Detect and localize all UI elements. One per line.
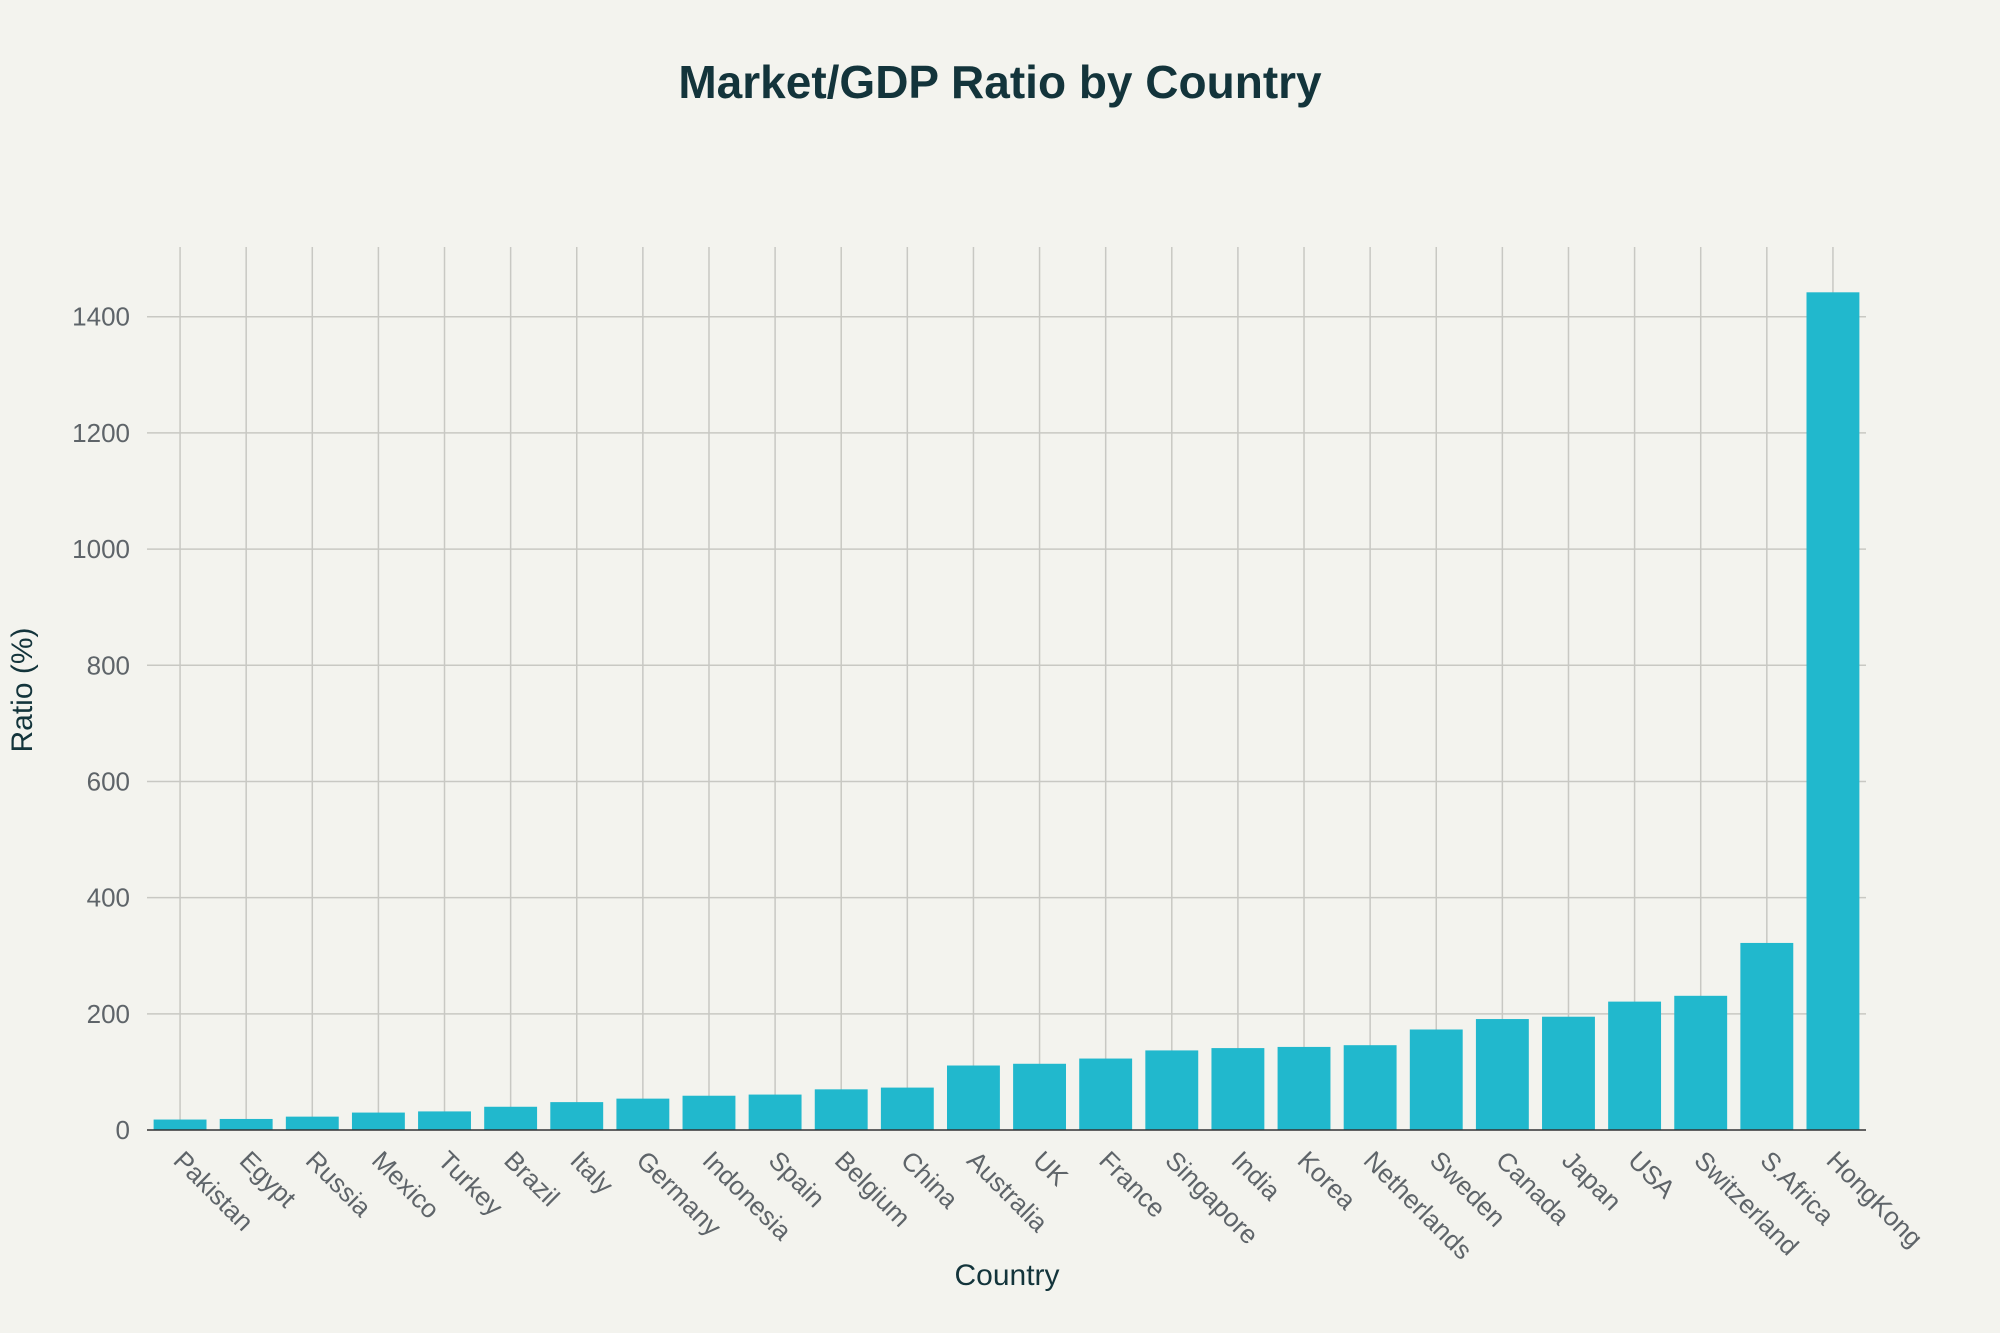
bar [946,1065,1000,1130]
bar [880,1087,934,1130]
x-tick-label: Italy [565,1145,620,1200]
bar [1475,1019,1529,1130]
bar [550,1102,604,1130]
bar [418,1111,471,1130]
bars [153,292,1860,1130]
y-tick-label: 200 [87,999,130,1029]
x-tick-label: Brazil [498,1145,565,1212]
y-tick-label: 800 [87,650,130,680]
bar [285,1116,339,1130]
bar [1409,1029,1463,1130]
y-tick-label: 0 [116,1115,130,1145]
x-tick-label: Mexico [366,1145,445,1224]
bar [1674,995,1728,1130]
chart-title: Market/GDP Ratio by Country [678,56,1322,108]
x-tick-label: India [1226,1145,1287,1206]
bar [219,1118,273,1130]
x-tick-label: UK [1027,1145,1074,1192]
bar [351,1112,405,1130]
bar [814,1089,868,1130]
bar [1740,942,1794,1130]
bar [682,1095,736,1130]
x-tick-label: USA [1622,1145,1681,1204]
x-tick-label: HongKong [1821,1145,1929,1253]
bar [1806,292,1860,1130]
y-tick-label: 400 [87,883,130,913]
bar [1211,1048,1265,1130]
bar [616,1098,670,1130]
x-tick-label: Russia [300,1145,378,1223]
x-axis-ticks: PakistanEgyptRussiaMexicoTurkeyBrazilIta… [168,1145,1929,1265]
x-axis-title: Country [954,1259,1059,1292]
y-tick-label: 600 [87,766,130,796]
gridlines [147,247,1866,1130]
bar [153,1119,207,1130]
bar [1343,1045,1397,1130]
bar [1079,1058,1133,1130]
bar [1013,1063,1067,1130]
x-tick-label: Korea [1292,1145,1363,1216]
x-tick-label: France [1093,1145,1171,1223]
y-tick-label: 1400 [72,302,130,332]
y-axis-title: Ratio (%) [6,627,39,752]
bar [1277,1046,1331,1130]
bar [1608,1001,1662,1130]
y-axis-ticks: 0 200 400 600 800 1000 1200 1400 [72,302,130,1145]
x-tick-label: Turkey [432,1145,509,1222]
y-tick-label: 1000 [72,534,130,564]
bar [484,1106,538,1130]
bar [748,1094,802,1130]
bar [1145,1050,1199,1130]
y-tick-label: 1200 [72,418,130,448]
bar [1542,1016,1595,1130]
